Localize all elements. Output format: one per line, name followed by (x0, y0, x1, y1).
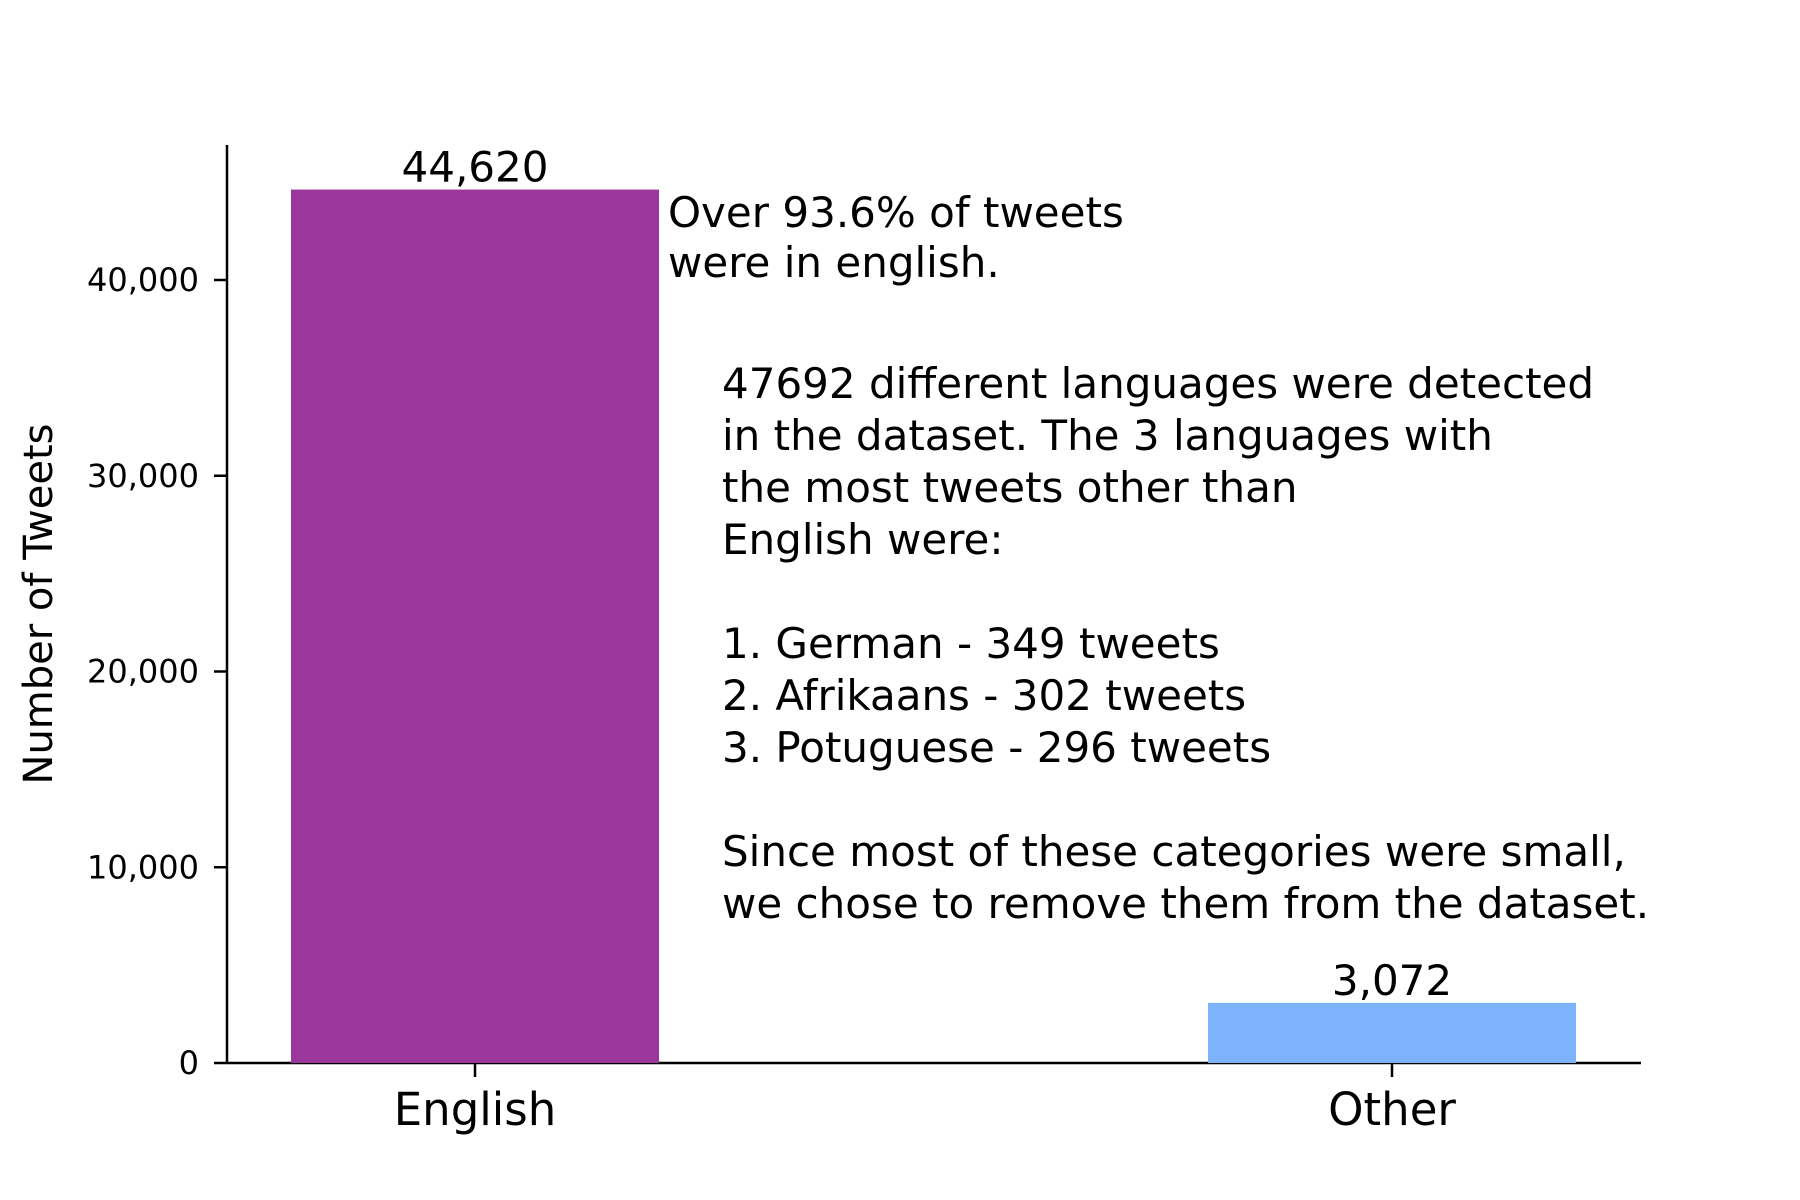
y-tick-label: 10,000 (87, 848, 199, 886)
y-tick-label: 40,000 (87, 261, 199, 299)
x-tick-label: Other (1328, 1083, 1456, 1136)
bar-value-label: 3,072 (1332, 956, 1452, 1005)
y-tick-label: 0 (179, 1044, 199, 1082)
bar-other (1208, 1002, 1576, 1063)
bar-value-label: 44,620 (402, 143, 549, 192)
english-annotation-line: Over 93.6% of tweets (668, 188, 1124, 237)
y-axis-title: Number of Tweets (16, 424, 62, 785)
details-annotation-line: Since most of these categories were smal… (722, 827, 1626, 876)
details-annotation-line: 1. German - 349 tweets (722, 619, 1220, 668)
details-annotation-line: the most tweets other than (722, 463, 1297, 512)
details-annotation-line: English were: (722, 515, 1004, 564)
details-annotation-line: 47692 different languages were detected (722, 359, 1594, 408)
x-ticks: English Other (394, 1063, 1456, 1136)
details-annotation-line: 2. Afrikaans - 302 tweets (722, 671, 1246, 720)
details-annotation-line: we chose to remove them from the dataset… (722, 879, 1649, 928)
details-annotation-line: in the dataset. The 3 languages with (722, 411, 1493, 460)
y-tick-label: 30,000 (87, 457, 199, 495)
x-tick-label: English (394, 1083, 557, 1136)
details-annotation-line: 3. Potuguese - 296 tweets (722, 723, 1271, 772)
bars: 44,620 3,072 (291, 143, 1576, 1064)
bar-english (291, 189, 659, 1064)
y-tick-label: 20,000 (87, 653, 199, 691)
y-ticks: 0 10,000 20,000 30,000 40,000 (87, 261, 227, 1082)
english-annotation-line: were in english. (668, 238, 1000, 287)
details-annotation: 47692 different languages were detectedi… (722, 359, 1649, 928)
